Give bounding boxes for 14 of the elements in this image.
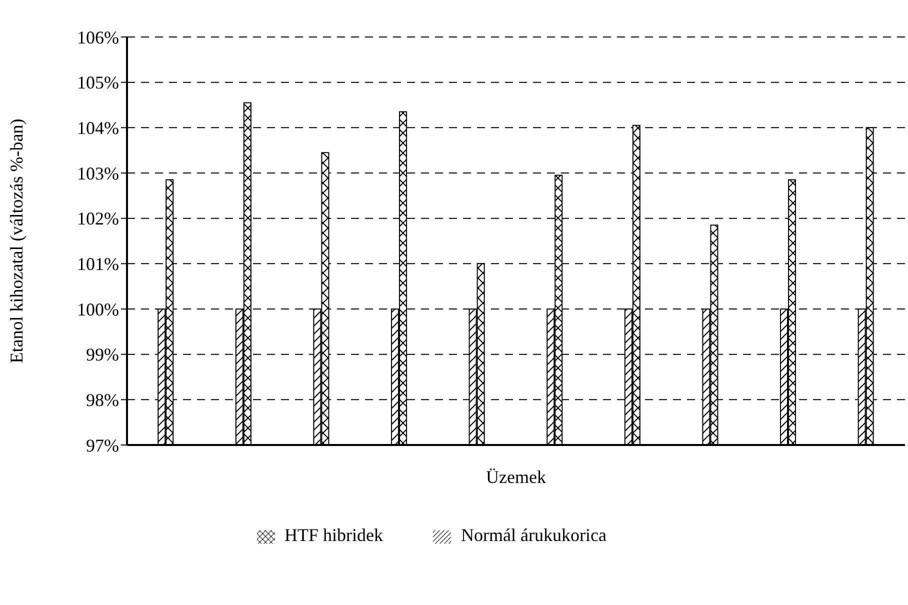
y-tick-label: 101%: [77, 254, 119, 274]
y-tick-label: 103%: [77, 163, 119, 184]
y-tick-label: 98%: [86, 390, 119, 410]
y-tick-label: 105%: [77, 72, 119, 93]
y-tick-label: 104%: [77, 118, 119, 138]
y-tick-label: 99%: [86, 344, 119, 365]
y-axis-title: Etanol kihozatal (változás %-ban): [6, 118, 26, 364]
y-tick-label: 106%: [77, 27, 119, 48]
legend-label: Normál árukukorica: [461, 525, 606, 545]
legend-label: HTF hibridek: [284, 525, 384, 545]
y-tick-label: 100%: [77, 299, 119, 320]
y-tick-label: 102%: [77, 208, 119, 229]
y-tick-label: 97%: [86, 435, 119, 456]
x-axis-title: Üzemek: [486, 467, 546, 487]
